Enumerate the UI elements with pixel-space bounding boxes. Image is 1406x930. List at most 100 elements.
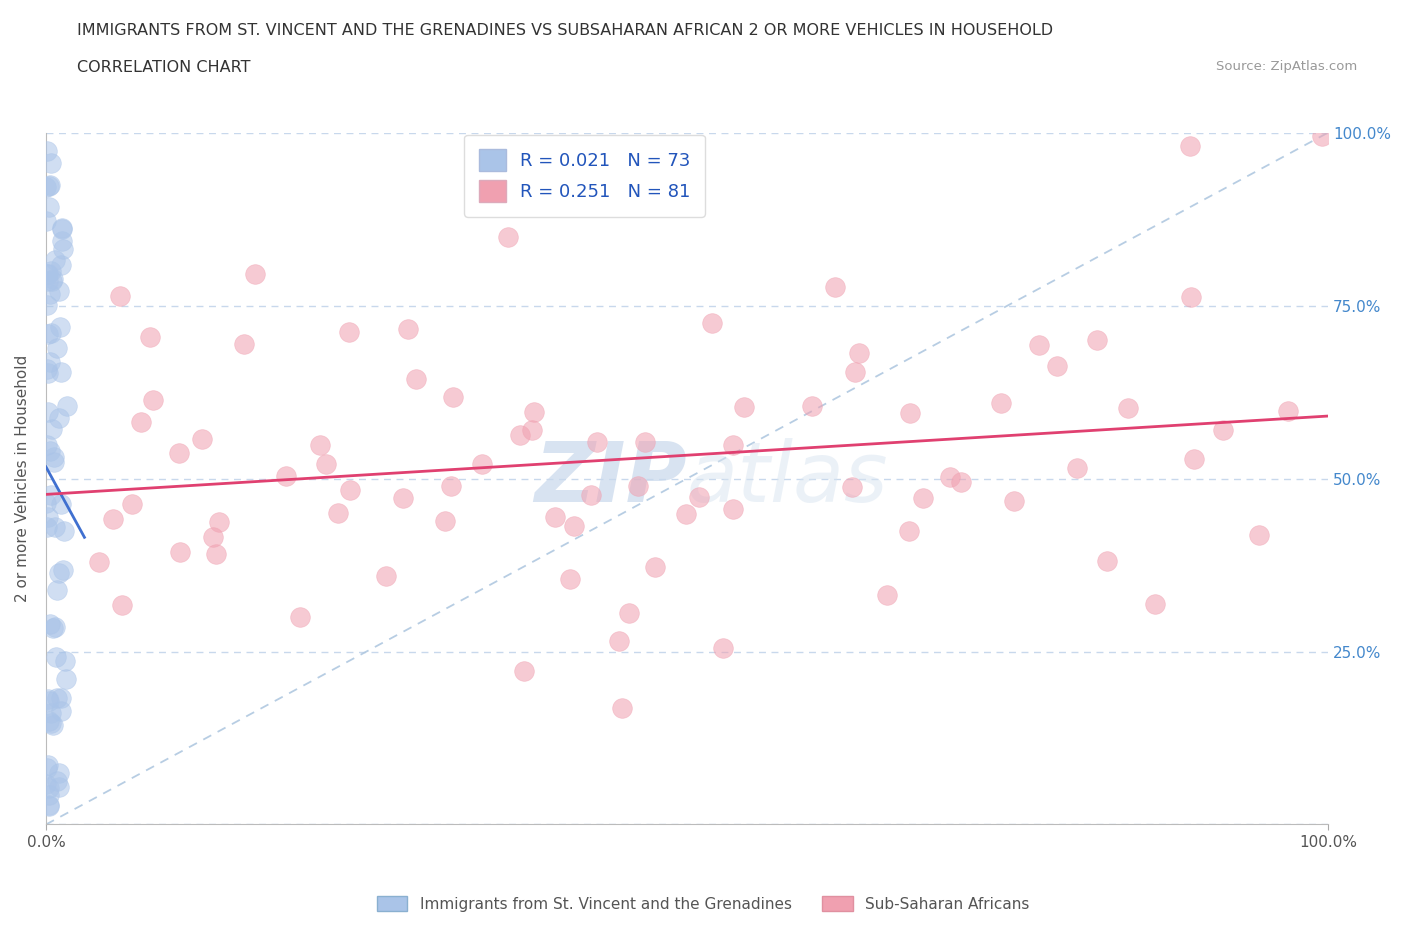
- Point: [1097, 554, 1119, 569]
- Point: [39, 286, 62, 301]
- Point: [523, 405, 546, 419]
- Point: [42, 449, 65, 464]
- Point: [49, 497, 72, 512]
- Point: [634, 434, 657, 449]
- Point: [44, 253, 66, 268]
- Text: atlas: atlas: [688, 438, 889, 519]
- Point: [579, 488, 602, 503]
- Point: [37, 273, 59, 288]
- Point: [440, 479, 463, 494]
- Point: [39, 155, 62, 170]
- Point: [824, 280, 846, 295]
- Point: [876, 587, 898, 602]
- Point: [950, 474, 973, 489]
- Point: [49, 365, 72, 380]
- Point: [52, 241, 75, 256]
- Text: ZIP: ZIP: [534, 438, 688, 519]
- Point: [51, 221, 73, 236]
- Point: [42, 455, 65, 470]
- Point: [35, 519, 58, 534]
- Point: [38, 179, 60, 193]
- Point: [35, 496, 58, 511]
- Point: [609, 633, 631, 648]
- Point: [37, 365, 59, 380]
- Point: [233, 337, 256, 352]
- Point: [938, 470, 960, 485]
- Point: [39, 263, 62, 278]
- Point: [544, 510, 567, 525]
- Point: [48, 779, 70, 794]
- Point: [1180, 289, 1202, 304]
- Point: [990, 396, 1012, 411]
- Point: [39, 616, 62, 631]
- Point: [44, 519, 66, 534]
- Point: [1180, 139, 1202, 153]
- Legend: Immigrants from St. Vincent and the Grenadines, Sub-Saharan Africans: Immigrants from St. Vincent and the Gren…: [371, 889, 1035, 918]
- Point: [897, 524, 920, 538]
- Point: [191, 432, 214, 446]
- Point: [35, 761, 58, 776]
- Point: [733, 400, 755, 415]
- Point: [1085, 333, 1108, 348]
- Point: [38, 781, 60, 796]
- Point: [38, 355, 60, 370]
- Y-axis label: 2 or more Vehicles in Household: 2 or more Vehicles in Household: [15, 355, 30, 602]
- Point: [42, 272, 65, 286]
- Point: [396, 322, 419, 337]
- Point: [55, 399, 77, 414]
- Point: [1277, 404, 1299, 418]
- Point: [1247, 527, 1270, 542]
- Point: [37, 267, 59, 282]
- Point: [52, 563, 75, 578]
- Point: [110, 598, 132, 613]
- Point: [39, 705, 62, 720]
- Point: [617, 605, 640, 620]
- Point: [48, 319, 70, 334]
- Point: [898, 405, 921, 420]
- Point: [45, 340, 67, 355]
- Point: [38, 713, 60, 728]
- Point: [53, 524, 76, 538]
- Point: [41, 718, 63, 733]
- Point: [1143, 597, 1166, 612]
- Point: [38, 178, 60, 193]
- Point: [41, 487, 63, 502]
- Point: [48, 766, 70, 781]
- Point: [139, 329, 162, 344]
- Point: [562, 519, 585, 534]
- Point: [167, 446, 190, 461]
- Point: [328, 505, 350, 520]
- Point: [405, 372, 427, 387]
- Point: [433, 513, 456, 528]
- Point: [51, 704, 73, 719]
- Point: [1046, 359, 1069, 374]
- Point: [1310, 128, 1333, 143]
- Point: [42, 621, 65, 636]
- Point: [243, 266, 266, 281]
- Point: [121, 497, 143, 512]
- Point: [48, 284, 70, 299]
- Point: [274, 469, 297, 484]
- Point: [208, 514, 231, 529]
- Point: [87, 554, 110, 569]
- Point: [721, 501, 744, 516]
- Point: [38, 199, 60, 214]
- Point: [129, 415, 152, 430]
- Point: [844, 365, 866, 379]
- Point: [711, 641, 734, 656]
- Point: [45, 773, 67, 788]
- Point: [39, 715, 62, 730]
- Point: [1028, 338, 1050, 352]
- Text: IMMIGRANTS FROM ST. VINCENT AND THE GRENADINES VS SUBSAHARAN AFRICAN 2 OR MORE V: IMMIGRANTS FROM ST. VINCENT AND THE GREN…: [77, 23, 1053, 38]
- Point: [35, 267, 58, 282]
- Point: [337, 324, 360, 339]
- Point: [202, 529, 225, 544]
- Point: [48, 565, 70, 580]
- Point: [142, 392, 165, 407]
- Point: [169, 544, 191, 559]
- Point: [35, 179, 58, 194]
- Point: [509, 428, 531, 443]
- Point: [911, 490, 934, 505]
- Point: [374, 568, 396, 583]
- Point: [49, 258, 72, 272]
